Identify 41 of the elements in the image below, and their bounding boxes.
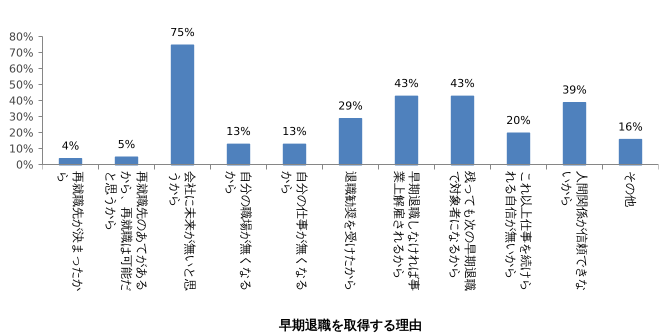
bar	[170, 44, 194, 166]
bar	[562, 102, 586, 166]
bar	[450, 96, 474, 166]
bar	[338, 118, 362, 166]
x-tick-label: 会社に未来が無いと思うから	[168, 170, 198, 291]
y-tick-label: 50%	[9, 78, 34, 92]
x-tick-label: 人間関係が信頼できないから	[560, 170, 590, 291]
x-tick-label: 退職勧奨を受けたから	[344, 170, 358, 291]
y-tick-label: 0%	[16, 158, 34, 172]
x-tick-label: その他	[624, 170, 638, 207]
y-tick-label: 40%	[9, 94, 34, 108]
bar	[394, 96, 418, 166]
x-tick-label: 早期退職しなければ事業上解雇されるから	[392, 170, 422, 291]
data-label: 4%	[62, 140, 80, 153]
data-label: 43%	[450, 77, 475, 90]
bar	[506, 132, 530, 166]
data-label: 13%	[282, 125, 307, 138]
y-tick-label: 80%	[9, 30, 34, 44]
x-tick-label: 残っても次の早期退職で対象者になるから	[448, 170, 478, 291]
x-tick-label: 再就職先のあてがあるから、再就職は可能だと思うから	[104, 170, 149, 291]
bar	[618, 138, 642, 166]
data-label: 13%	[226, 125, 251, 138]
bar	[226, 144, 250, 166]
x-tick-label: 再就職先が決まったから	[56, 170, 86, 291]
data-label: 16%	[618, 120, 643, 134]
y-tick-label: 70%	[9, 46, 34, 60]
data-label: 39%	[562, 84, 587, 97]
data-label: 20%	[506, 114, 531, 127]
data-label: 5%	[118, 138, 136, 151]
y-tick-label: 60%	[9, 62, 34, 76]
y-tick-label: 30%	[9, 110, 34, 124]
x-tick-label: これ以上仕事を続けられる自信が無いから	[504, 170, 534, 291]
y-tick-label: 20%	[9, 126, 34, 140]
bar	[282, 144, 306, 166]
data-label: 29%	[338, 100, 363, 113]
x-tick-label: 自分の仕事が無くなるから	[280, 170, 310, 291]
data-label: 43%	[394, 77, 419, 90]
x-tick-label: 自分の職場が無くなるから	[224, 170, 254, 291]
data-label: 75%	[170, 26, 195, 39]
x-axis-title: 早期退職を取得する理由	[278, 318, 422, 334]
y-tick-label: 10%	[9, 142, 34, 156]
